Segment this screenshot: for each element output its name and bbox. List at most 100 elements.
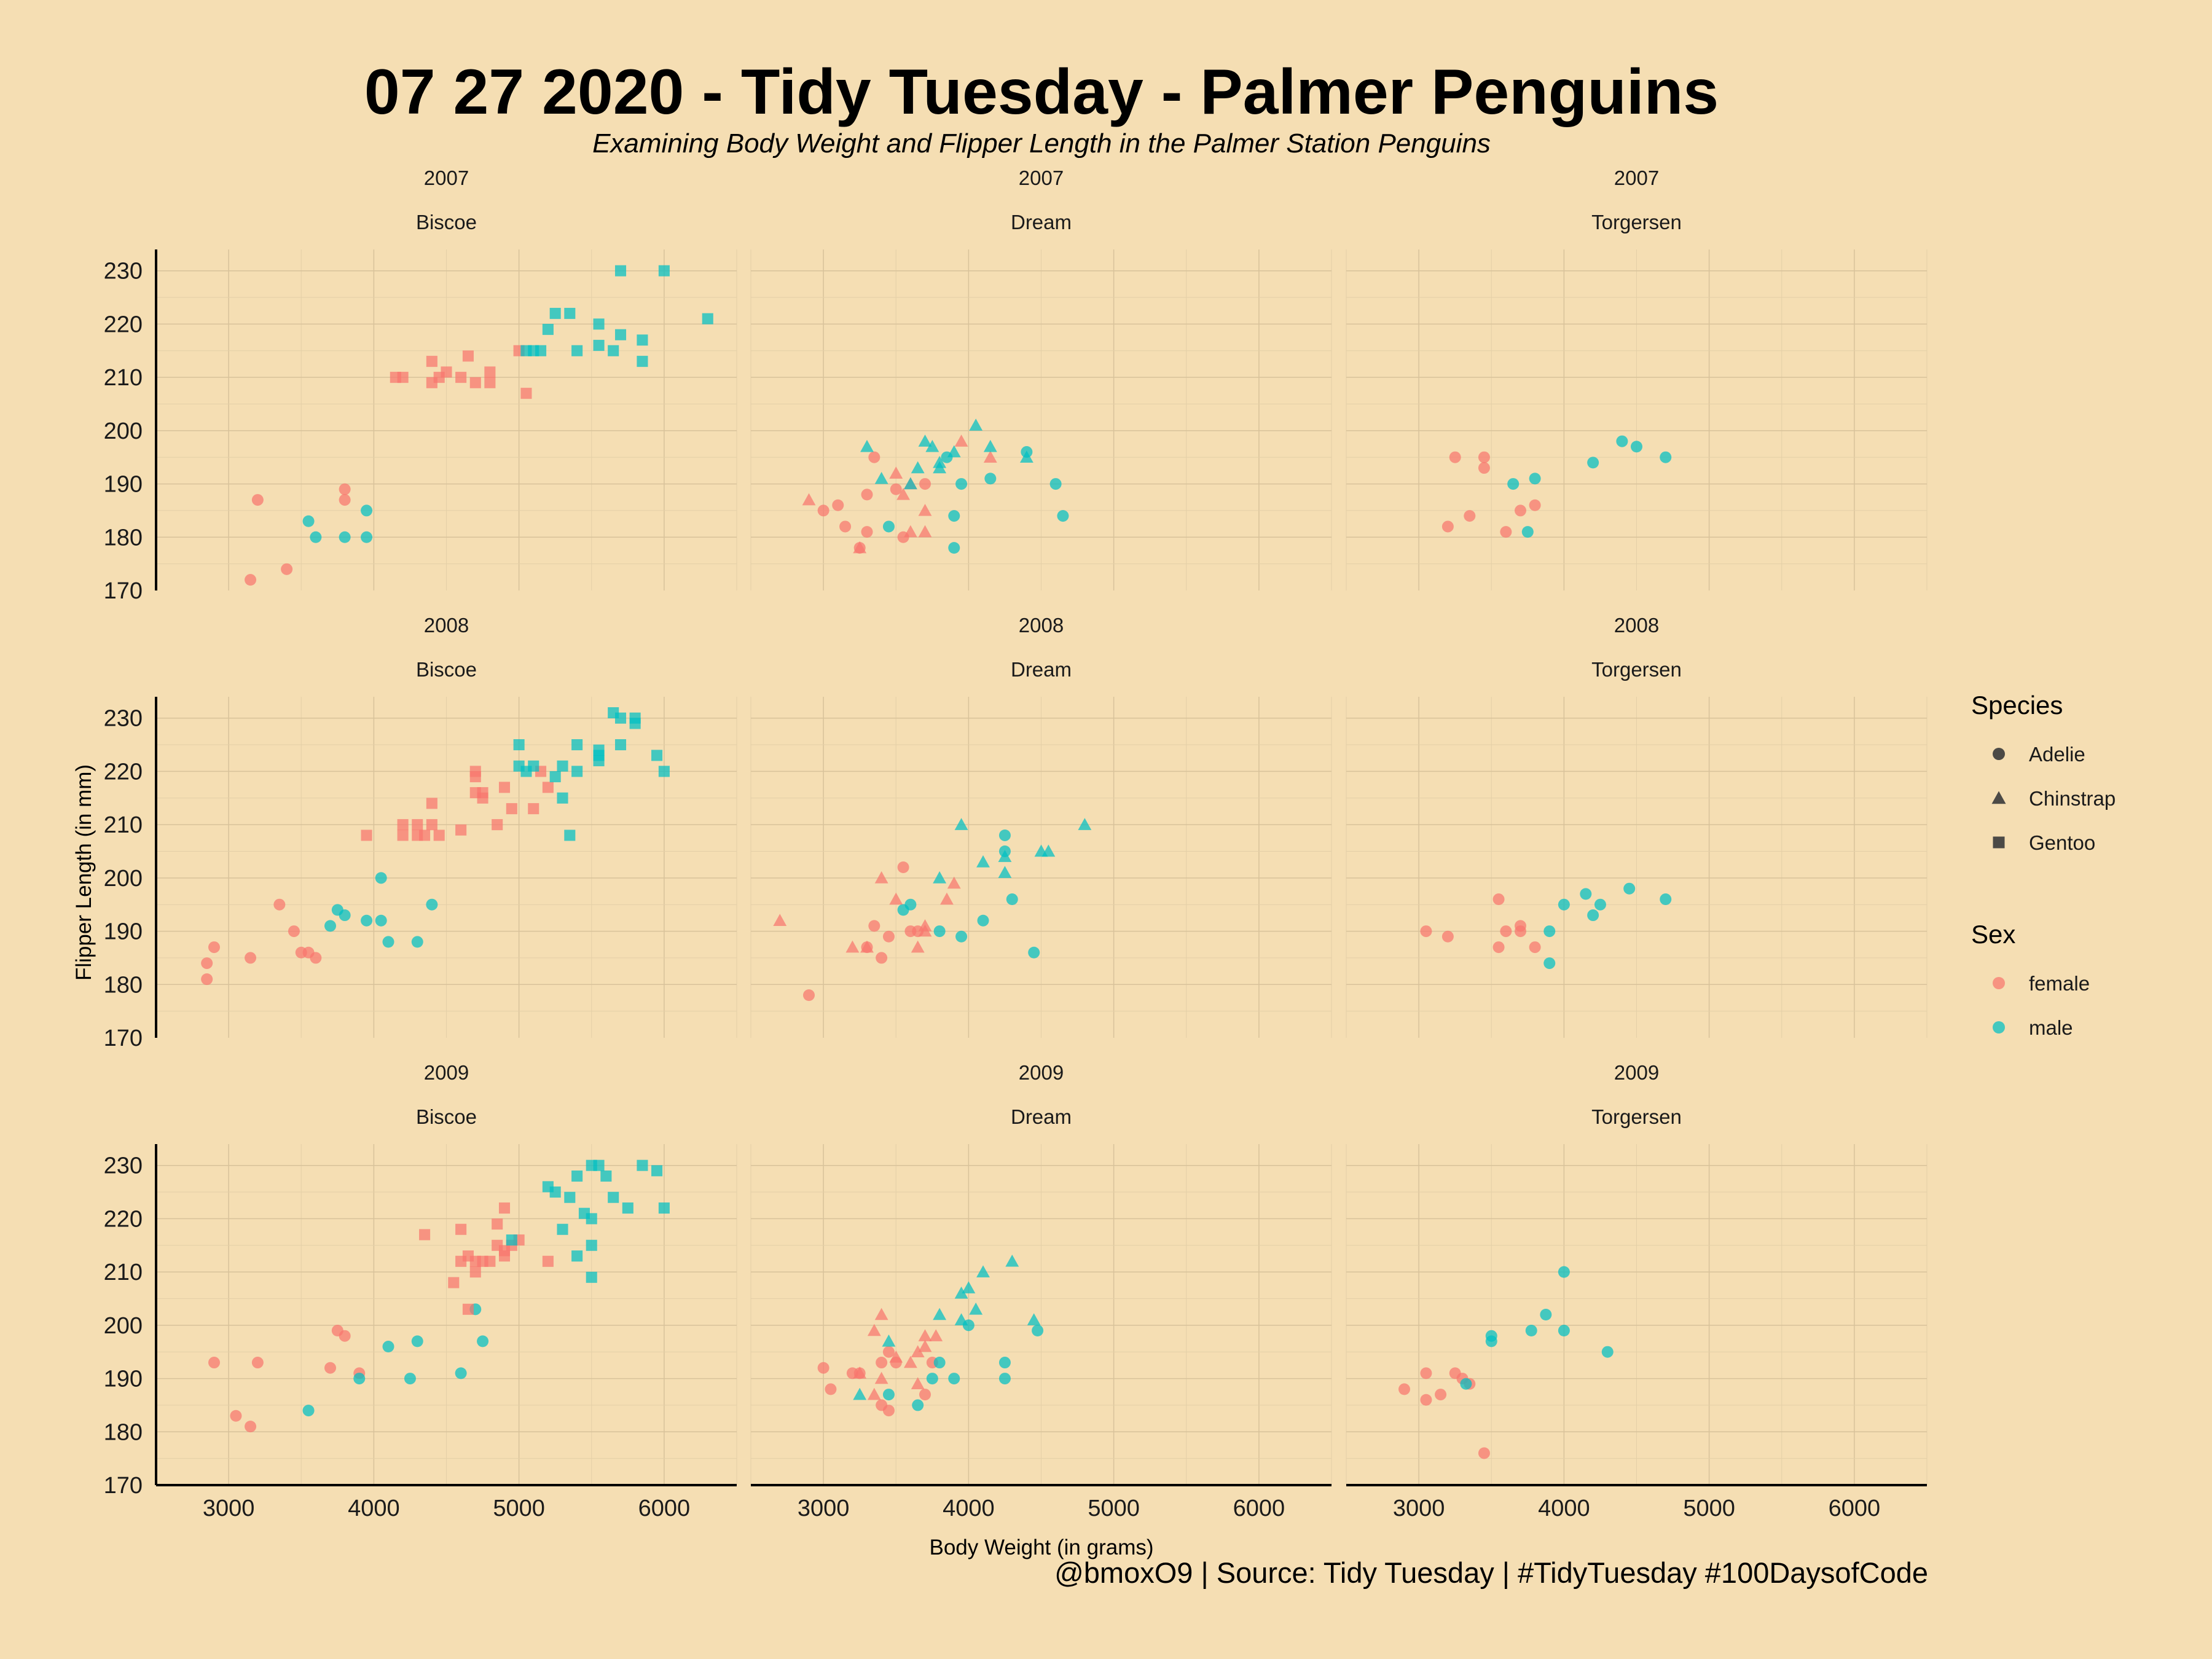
point-chinstrap-female (889, 466, 903, 479)
point-gentoo-male (571, 1171, 583, 1182)
strip-island-label: Biscoe (416, 658, 477, 681)
y-tick-label: 190 (104, 919, 143, 945)
point-adelie-female (1435, 1389, 1447, 1401)
point-chinstrap-female (911, 1377, 925, 1389)
x-tick-label: 6000 (1829, 1496, 1881, 1521)
x-tick-label: 5000 (493, 1496, 545, 1521)
point-adelie-female (273, 898, 286, 911)
point-chinstrap-female (983, 450, 997, 463)
x-axis-title: Body Weight (in grams) (929, 1535, 1153, 1559)
y-tick-label: 170 (104, 578, 143, 604)
y-tick-label: 230 (104, 1153, 143, 1179)
point-gentoo-male (542, 324, 554, 335)
point-gentoo-female (469, 1266, 481, 1278)
point-chinstrap-female (773, 914, 787, 926)
point-gentoo-male (658, 766, 670, 777)
point-adelie-male (1540, 1309, 1552, 1320)
point-adelie-male (455, 1367, 467, 1379)
point-adelie-female (861, 526, 873, 538)
point-gentoo-female (520, 388, 532, 399)
point-adelie-male (310, 531, 322, 543)
point-gentoo-male (593, 340, 605, 351)
point-gentoo-male (593, 1159, 605, 1171)
y-tick-label: 190 (104, 472, 143, 498)
point-adelie-female (868, 451, 880, 463)
point-adelie-female (1420, 1394, 1432, 1406)
point-adelie-female (882, 1346, 895, 1358)
y-tick-label: 210 (104, 365, 143, 391)
panel-2008-biscoe: 2008 Biscoe 170 180 190 200 210 220 230 (104, 614, 737, 1051)
point-gentoo-female (469, 377, 481, 388)
point-chinstrap-female (896, 487, 910, 500)
panel-2009-biscoe: 2009 Biscoe 170 180 190 200 210 220 230 3000 4000 5… (104, 1061, 737, 1521)
point-gentoo-male (600, 1171, 612, 1182)
point-gentoo-male (549, 771, 561, 783)
point-adelie-male (375, 872, 387, 884)
points (817, 1254, 1044, 1417)
x-tick-label: 4000 (348, 1496, 400, 1521)
strip-island-label: Biscoe (416, 1105, 477, 1128)
point-adelie-male (1623, 882, 1636, 895)
point-adelie-female (1441, 520, 1454, 533)
point-adelie-female (1492, 941, 1505, 954)
point-adelie-female (919, 1389, 931, 1401)
point-gentoo-female (484, 377, 496, 388)
point-gentoo-male (586, 1271, 597, 1283)
point-adelie-female (1500, 526, 1512, 538)
legend-chinstrap-label: Chinstrap (2029, 787, 2116, 810)
point-adelie-male (382, 936, 394, 948)
point-adelie-male (411, 1335, 423, 1347)
point-adelie-male (912, 1399, 924, 1411)
point-adelie-male (426, 898, 438, 911)
point-adelie-male (1028, 946, 1040, 959)
point-adelie-male (948, 542, 960, 554)
point-gentoo-female (455, 1223, 467, 1235)
y-tick-label: 170 (104, 1026, 143, 1051)
y-tick-label: 200 (104, 418, 143, 444)
point-adelie-male (948, 510, 960, 522)
point-chinstrap-female (940, 892, 954, 905)
point-gentoo-male (528, 760, 539, 772)
point-gentoo-male (564, 1191, 576, 1203)
point-gentoo-female (441, 366, 452, 378)
point-chinstrap-male (853, 1387, 867, 1400)
point-adelie-male (382, 1341, 394, 1353)
legend-male-label: male (2029, 1016, 2073, 1039)
point-adelie-male (1529, 473, 1541, 485)
point-adelie-female (281, 563, 293, 575)
point-adelie-female (208, 1357, 220, 1369)
point-chinstrap-male (998, 850, 1012, 862)
point-chinstrap-male (918, 434, 932, 447)
point-chinstrap-male (933, 461, 947, 474)
point-adelie-male (1543, 925, 1556, 938)
legend-female-key (1993, 977, 2005, 989)
point-adelie-female (897, 861, 909, 873)
points (1441, 435, 1672, 538)
point-gentoo-male (564, 308, 576, 320)
point-gentoo-male (637, 334, 648, 346)
point-adelie-male (1601, 1346, 1614, 1358)
strip-island-label: Biscoe (416, 211, 477, 233)
point-gentoo-male (586, 1239, 597, 1251)
point-gentoo-male (549, 1186, 561, 1198)
point-chinstrap-male (1005, 1254, 1019, 1267)
point-adelie-female (339, 1330, 351, 1342)
point-adelie-male (1507, 478, 1520, 490)
x-tick-label: 4000 (1538, 1496, 1590, 1521)
point-chinstrap-male (954, 818, 968, 830)
point-adelie-male (1631, 441, 1642, 453)
point-adelie-male (955, 478, 968, 490)
strip-island-label: Dream (1011, 658, 1072, 681)
panel-2009-dream: 2009 Dream 3000 4000 5000 6000 (750, 1061, 1332, 1521)
point-gentoo-female (498, 1202, 511, 1214)
point-chinstrap-female (889, 892, 903, 905)
point-chinstrap-female (860, 940, 874, 953)
point-chinstrap-female (853, 1366, 867, 1379)
x-tick-label: 4000 (943, 1496, 995, 1521)
point-chinstrap-female (802, 493, 816, 506)
point-adelie-female (817, 504, 830, 517)
point-adelie-male (1616, 435, 1628, 447)
point-gentoo-female (484, 1255, 496, 1267)
point-gentoo-female (498, 782, 511, 793)
